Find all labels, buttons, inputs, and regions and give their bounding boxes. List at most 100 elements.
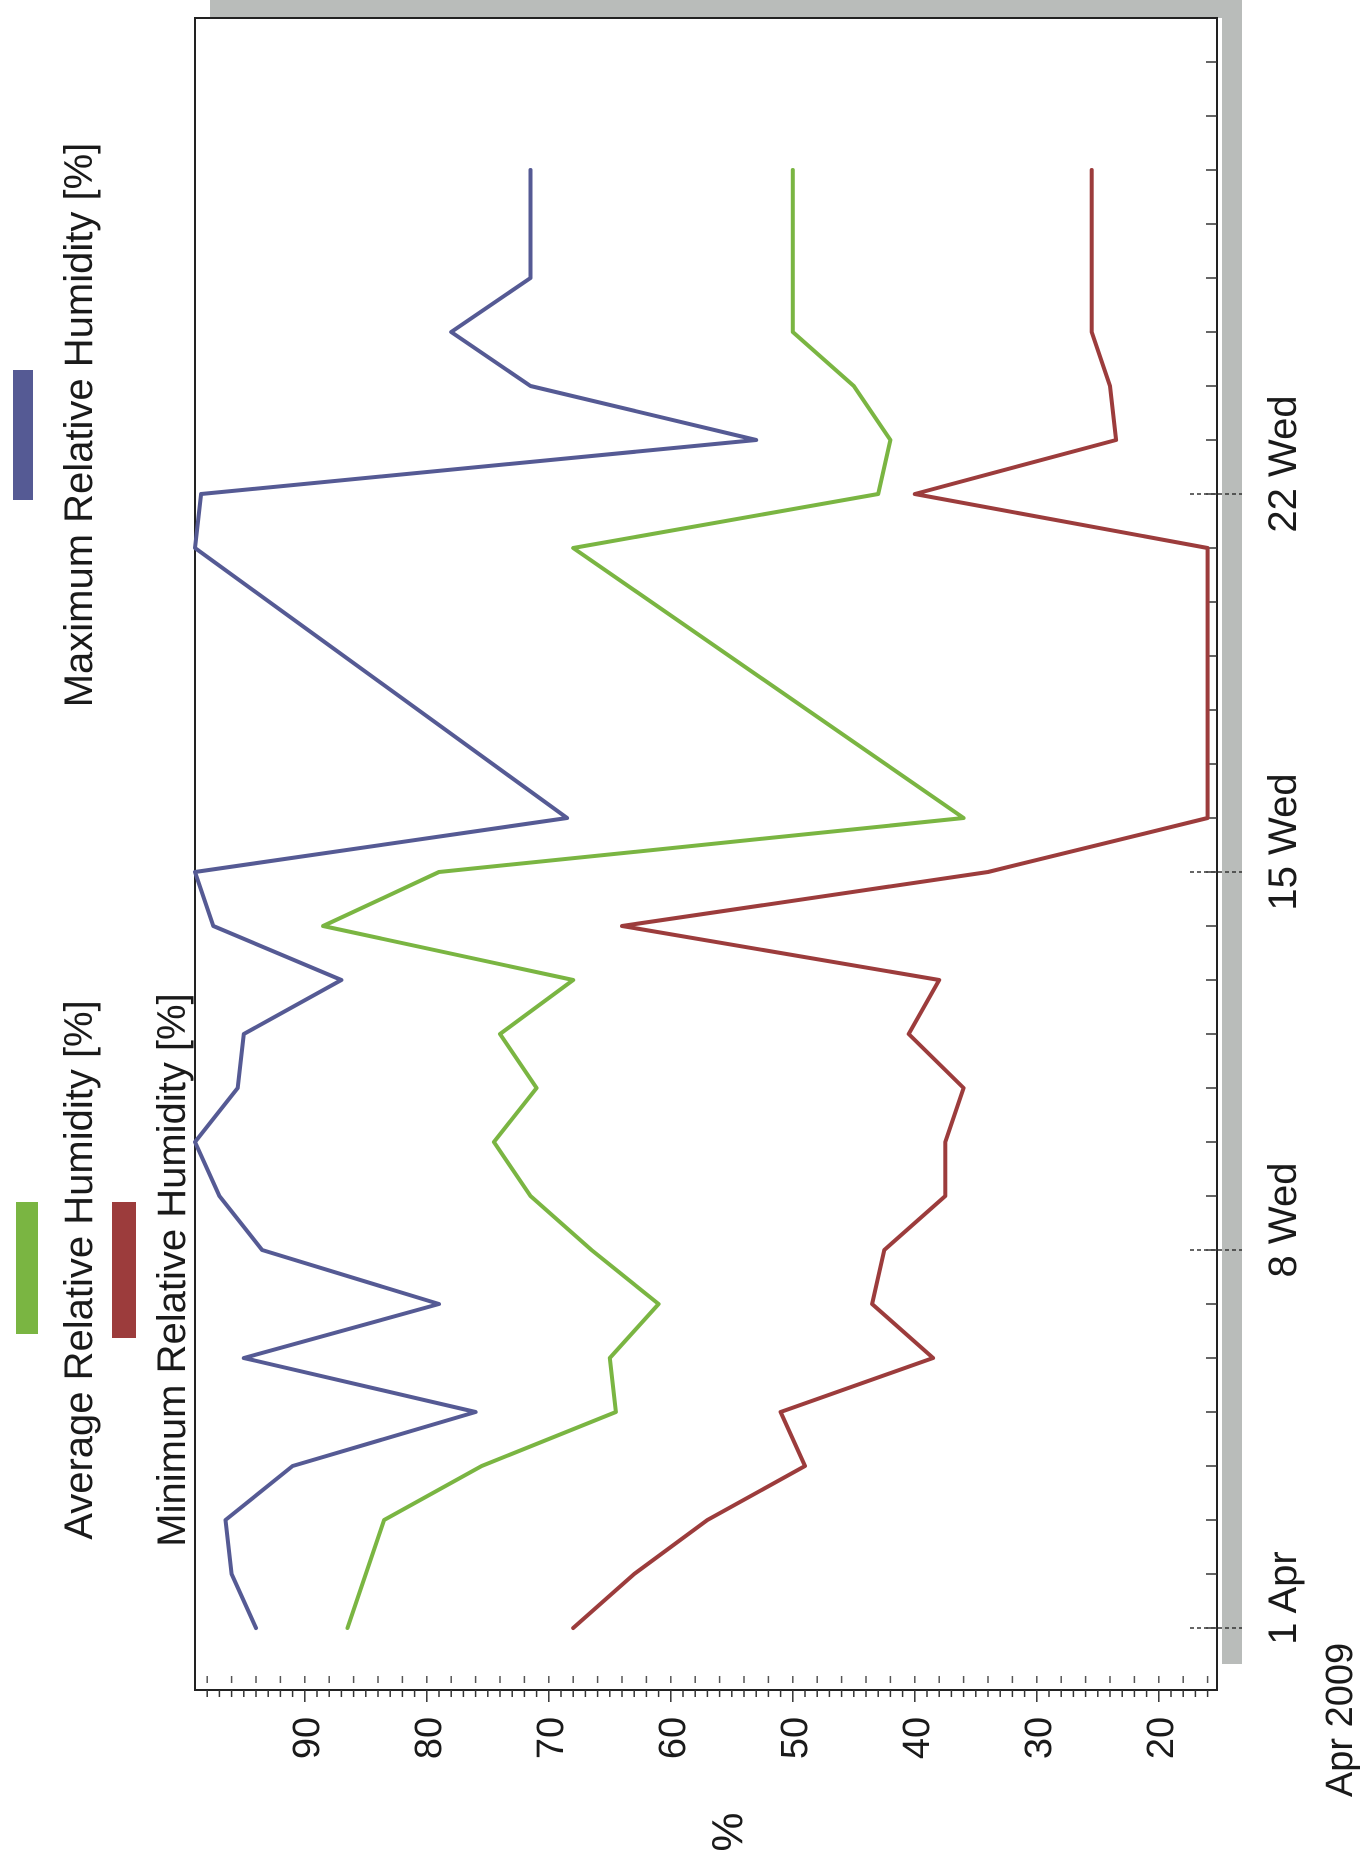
series-point xyxy=(705,1518,709,1522)
series-point xyxy=(382,1518,386,1522)
series-line-1 xyxy=(321,168,966,1630)
series-point xyxy=(346,1626,349,1630)
series-point xyxy=(943,1194,947,1198)
series-point xyxy=(632,1572,636,1576)
series-point xyxy=(437,870,441,874)
value-tick-label: 80 xyxy=(408,1717,450,1759)
series-point xyxy=(1090,222,1094,226)
legend-label-max: Maximum Relative Humidity [%] xyxy=(57,143,101,708)
series-point xyxy=(230,1572,234,1576)
series-point xyxy=(535,1086,539,1090)
series-point xyxy=(480,1464,484,1468)
series-point xyxy=(254,1626,258,1630)
series-point xyxy=(529,222,532,226)
series-point xyxy=(529,384,532,388)
series-point xyxy=(791,222,795,226)
series-point xyxy=(791,168,795,172)
series-point xyxy=(852,384,856,388)
series-point xyxy=(193,546,197,550)
legend-swatch-avg xyxy=(16,1202,38,1334)
series-point xyxy=(529,1194,532,1198)
value-tick-label: 30 xyxy=(1018,1717,1060,1759)
series-point xyxy=(242,1032,246,1036)
series-point xyxy=(571,1626,575,1630)
y-axis-title: % xyxy=(703,1812,752,1851)
series-point xyxy=(779,1410,783,1414)
date-tick-label: 22 Wed xyxy=(1261,395,1305,532)
series-point xyxy=(529,168,532,172)
series-point xyxy=(1090,276,1094,280)
series-point xyxy=(870,1302,874,1306)
legend: Maximum Relative Humidity [%] Average Re… xyxy=(13,143,194,1547)
series-point xyxy=(1114,438,1118,442)
series-point xyxy=(614,1410,618,1414)
legend-swatch-min xyxy=(112,1202,136,1338)
series-point xyxy=(882,1248,886,1252)
series-point xyxy=(943,1140,947,1144)
series-point xyxy=(1206,654,1210,658)
series-point xyxy=(260,1248,264,1252)
series-point xyxy=(931,1356,935,1360)
series-point xyxy=(962,816,966,820)
series-point xyxy=(1206,816,1210,820)
series-point xyxy=(962,1086,966,1090)
series-point xyxy=(791,330,795,334)
series-point xyxy=(754,438,758,442)
value-tick-label: 90 xyxy=(286,1717,328,1759)
series-point xyxy=(236,1086,240,1090)
series-point xyxy=(657,1302,661,1306)
series-point xyxy=(590,1248,593,1252)
plot-frame xyxy=(194,17,1218,1691)
series-point xyxy=(803,1464,807,1468)
series-point xyxy=(242,1356,246,1360)
series-point xyxy=(1206,600,1210,604)
series-point xyxy=(937,978,941,982)
legend-label-avg: Average Relative Humidity [%] xyxy=(57,1000,101,1540)
value-tick-label: 70 xyxy=(530,1717,572,1759)
series-point xyxy=(321,924,325,928)
series-point xyxy=(1206,708,1210,712)
value-tick-label: 20 xyxy=(1140,1717,1182,1759)
date-tick-label: 15 Wed xyxy=(1261,773,1305,910)
series-point xyxy=(193,870,197,874)
series-point xyxy=(529,276,532,280)
series-point xyxy=(888,438,892,442)
series-point xyxy=(1206,762,1210,766)
series-point xyxy=(437,1302,441,1306)
date-tick-label: 1 Apr xyxy=(1261,1551,1305,1644)
series-point xyxy=(193,1140,197,1144)
date-tick-label: 8 Wed xyxy=(1261,1163,1305,1278)
series-point xyxy=(211,924,215,928)
series-point xyxy=(224,1518,227,1522)
series-line-2 xyxy=(571,168,1210,1630)
series-point xyxy=(986,870,990,874)
x-axis: 1 Apr 8 Wed 15 Wed 22 Wed xyxy=(1190,61,1305,1645)
series-point xyxy=(492,1140,496,1144)
series-point xyxy=(364,1572,368,1576)
series-point xyxy=(1090,330,1094,334)
legend-label-min: Minimum Relative Humidity [%] xyxy=(150,993,194,1546)
series-point xyxy=(876,492,880,496)
scan-shadow-right xyxy=(1222,0,1242,1664)
series-point xyxy=(498,1032,502,1036)
legend-swatch-max xyxy=(13,370,33,500)
series-line-0 xyxy=(193,168,759,1630)
series-point xyxy=(291,1464,295,1468)
series-layer xyxy=(193,168,1210,1630)
series-point xyxy=(608,1356,612,1360)
series-point xyxy=(1206,546,1210,550)
value-tick-label: 50 xyxy=(774,1717,816,1759)
series-point xyxy=(474,1410,478,1414)
series-point xyxy=(791,276,795,280)
x-axis-title: Apr 2009 xyxy=(1319,1643,1361,1797)
series-point xyxy=(565,816,569,820)
series-point xyxy=(571,546,575,550)
series-point xyxy=(217,1194,221,1198)
series-point xyxy=(449,330,453,334)
series-point xyxy=(907,1032,911,1036)
series-point xyxy=(1090,168,1094,172)
series-point xyxy=(339,978,343,982)
series-point xyxy=(913,492,917,496)
scan-shadow-top xyxy=(210,0,1242,18)
